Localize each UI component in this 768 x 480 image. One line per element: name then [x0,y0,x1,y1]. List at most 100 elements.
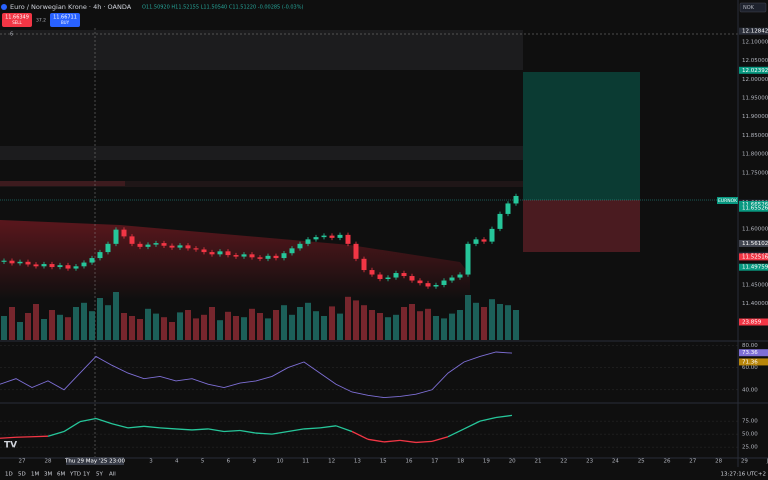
candle-body [17,261,23,264]
oscillator-segment [239,429,257,434]
volume-bar [305,302,311,340]
range-button[interactable]: 1Y [83,472,90,478]
range-button[interactable]: 1M [31,472,39,478]
volume-bar [121,313,127,340]
y-tick-label: 25.00 [742,445,758,451]
range-button[interactable]: 1D [5,472,13,478]
range-button[interactable]: YTD [69,472,81,478]
candle-body [57,265,63,268]
time-label: 6 [227,459,231,465]
spread: 37.2 [36,18,46,24]
price-label-bg [739,200,768,208]
time-label: 24 [612,459,619,465]
time-label: 13 [354,459,361,465]
oscillator-segment [15,436,33,438]
candle-body [265,255,271,259]
volume-label: 23.859 [742,320,762,326]
rsi-line [0,351,513,399]
candle-body [417,280,423,284]
candle-body [97,252,103,259]
price-label-bg [739,204,768,212]
candle-body [473,239,479,244]
price-label-bg [739,66,768,74]
currency: NOK [743,5,755,11]
volume-bar [273,310,279,340]
currency-select[interactable] [739,2,767,13]
buy-button[interactable] [50,13,80,27]
indicator-count[interactable]: 6 [10,32,13,38]
volume-bar [1,316,7,340]
y-tick-label: 40.00 [742,387,758,393]
y-tick-label: 11.75000 [742,170,768,176]
volume-bar [201,314,207,340]
range-button[interactable]: 5D [18,472,26,478]
oscillator-segment [223,429,241,433]
oscillator-segment [143,425,161,429]
volume-bar [481,307,487,340]
candle-body [377,274,383,280]
y-tick-label: 50.00 [742,432,758,438]
y-tick-label: 11.80000 [742,152,768,158]
volume-label-bg [739,318,768,326]
volume-bar [489,299,495,340]
volume-bar [337,313,343,340]
candle-body [441,280,447,286]
oscillator-segment [319,425,337,429]
candle-body [297,243,303,249]
candle-body [433,285,439,287]
y-tick-label: 11.95000 [742,95,768,101]
indicator-label-bg [739,358,768,366]
volume-bar [449,313,455,340]
candle-body [337,234,343,238]
candle-body [233,255,239,257]
candle-body [33,264,39,267]
volume-bar [177,312,183,340]
oscillator-segment [95,417,113,425]
volume-bar [57,314,63,340]
candle-body [105,243,111,253]
sell-button[interactable] [2,13,32,27]
candle-body [329,235,335,238]
candle-body [89,258,95,263]
range-button[interactable]: 5Y [96,472,103,478]
range-button[interactable]: 3M [44,472,52,478]
symbol-icon [1,4,7,10]
volume-bar [401,307,407,340]
symbol-title[interactable]: Euro / Norwegian Krone · 4h · OANDA [10,3,132,11]
range-button[interactable]: 6M [57,472,65,478]
candle-body [201,249,207,253]
candle-body [497,213,503,229]
price-label: 12.12842 [742,29,768,35]
candle-body [169,245,175,248]
time-label: Jul [766,459,768,465]
oscillator-segment [159,427,177,430]
symbol-tag-bg [717,197,738,204]
range-button[interactable]: All [109,472,116,478]
price-label: 12.02392 [742,68,768,74]
candle-body [393,273,399,278]
volume-bar [433,316,439,340]
time-label: 3 [149,459,153,465]
oscillator-segment [207,428,225,433]
zone [0,30,523,70]
time-label: 22 [560,459,567,465]
volume-bar [257,313,263,340]
time-label: 25 [638,459,645,465]
sell-price: 11.66349 [5,15,29,21]
volume-bar [185,310,191,340]
candle-body [313,237,319,240]
candle-body [353,243,359,259]
candle-body [1,260,7,262]
volume-bar [89,311,95,340]
volume-bar [17,322,23,340]
candle-body [305,239,311,244]
zone [0,181,523,187]
volume-bar [265,318,271,340]
oscillator-segment [127,425,145,429]
time-label: 27 [689,459,696,465]
candle-body [273,255,279,259]
candle-body [409,276,415,281]
candle-body [489,228,495,242]
volume-bar [345,296,351,340]
